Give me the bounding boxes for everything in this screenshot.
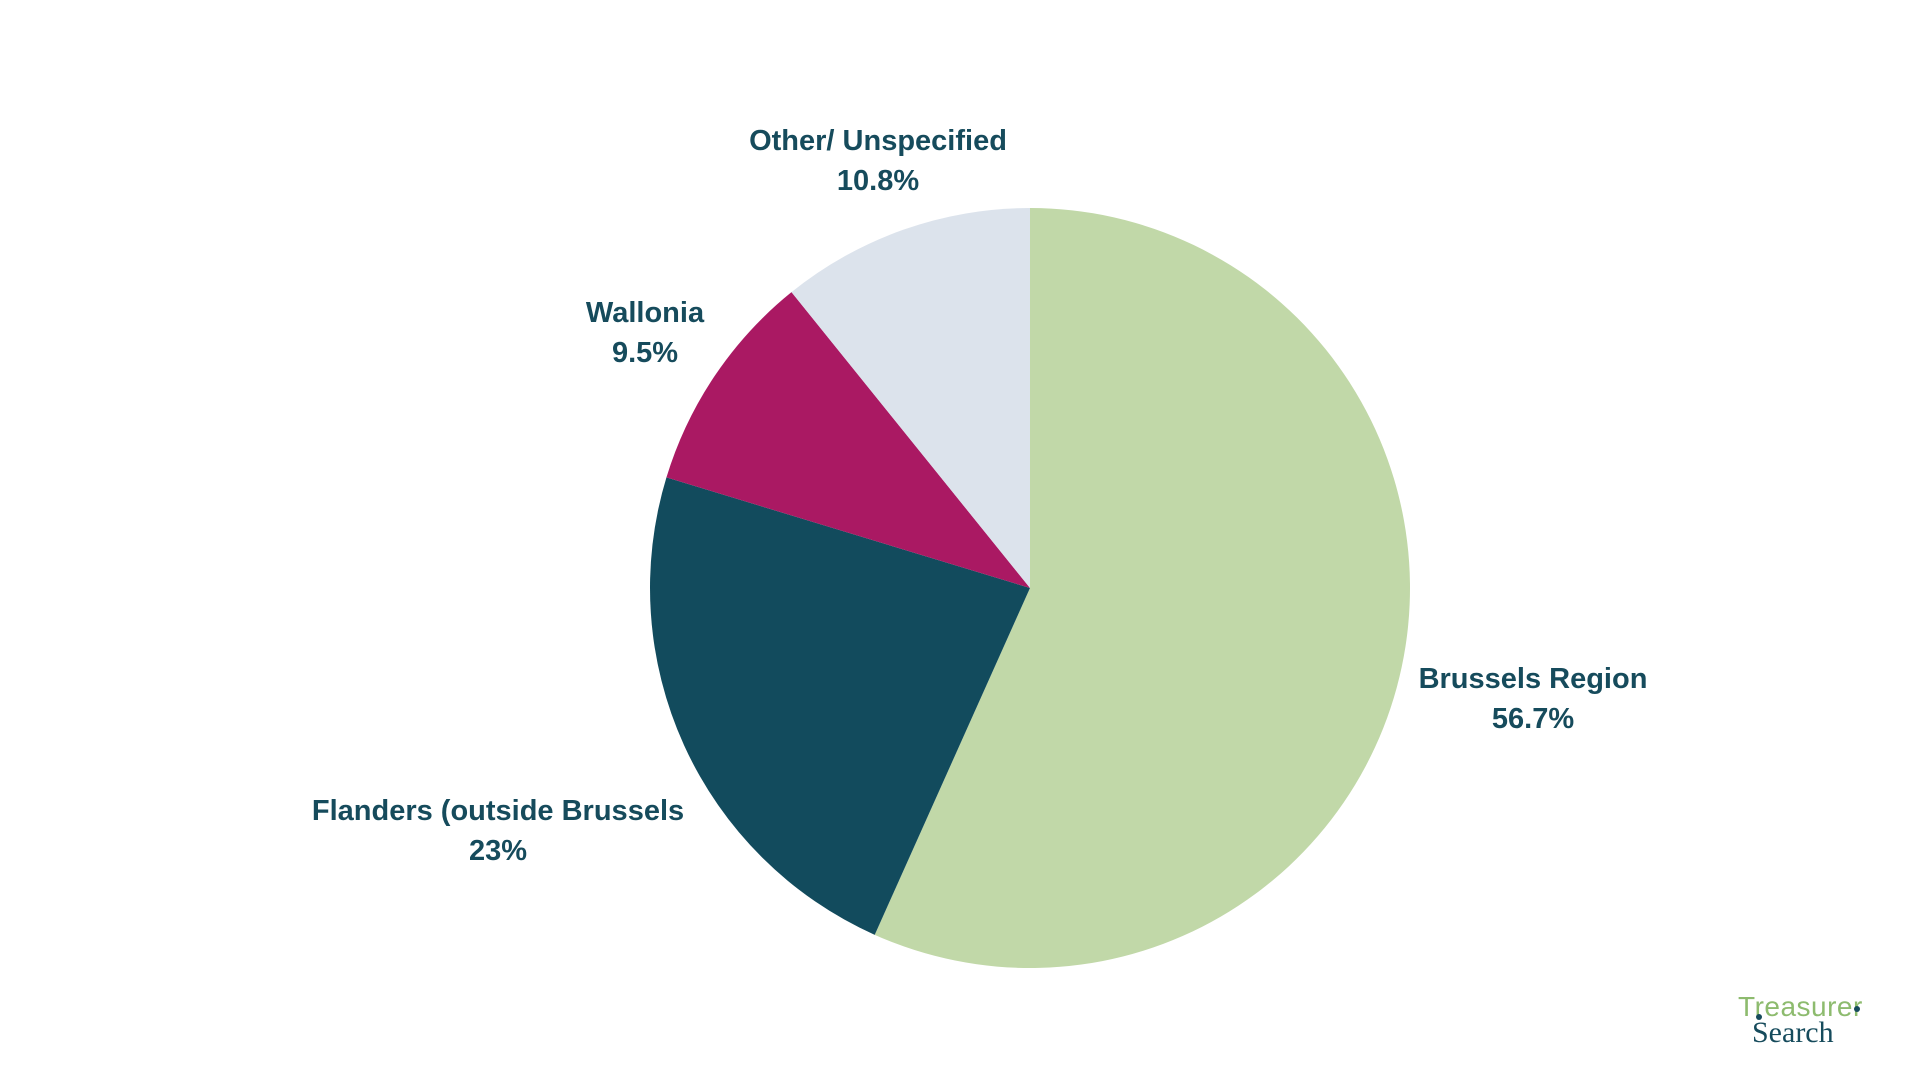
- logo-dot-left: [1756, 1014, 1762, 1020]
- slice-label-flanders-outside-brussels: Flanders (outside Brussels: [312, 795, 684, 827]
- slice-value-brussels-region: 56.7%: [1492, 703, 1574, 735]
- slice-label-wallonia: Wallonia: [586, 297, 705, 329]
- slice-label-other-unspecified: Other/ Unspecified: [749, 125, 1007, 157]
- slice-label-brussels-region: Brussels Region: [1419, 663, 1648, 695]
- logo-dot-right: [1854, 1006, 1860, 1012]
- pie-slice-wallonia: [666, 292, 1030, 588]
- logo-text-search: Search: [1752, 1016, 1834, 1049]
- treasurer-search-logo: Treasurer Search: [1738, 992, 1888, 1052]
- pie-slice-other-unspecified: [791, 208, 1030, 588]
- slice-value-wallonia: 9.5%: [612, 337, 678, 369]
- slice-value-other-unspecified: 10.8%: [837, 165, 919, 197]
- pie-slice-brussels-region: [874, 208, 1411, 968]
- pie-slice-flanders-outside-brussels: [650, 477, 1030, 935]
- slice-value-flanders-outside-brussels: 23%: [469, 835, 527, 867]
- pie-slices: [650, 208, 1411, 968]
- pie-labels: Brussels Region 56.7% Flanders (outside Br…: [312, 125, 1648, 867]
